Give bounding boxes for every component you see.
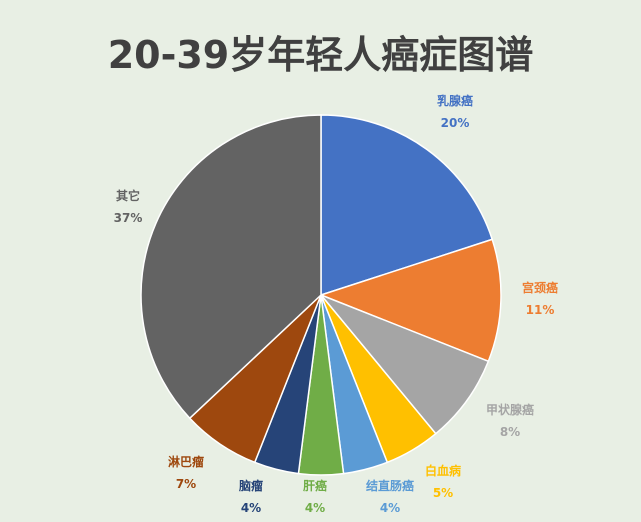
- slices: [140, 114, 502, 476]
- slice-label-value: 8%: [500, 425, 520, 439]
- slice-label-value: 11%: [526, 303, 555, 317]
- slice-label-value: 4%: [305, 501, 325, 515]
- slice-label-name: 肝癌: [303, 478, 327, 493]
- slice-label-name: 白血病: [425, 463, 461, 478]
- slice-label-name: 其它: [116, 188, 140, 203]
- slice-label-value: 4%: [380, 501, 400, 515]
- pie-slice: [140, 114, 322, 420]
- slice-label-name: 宫颈癌: [522, 280, 558, 295]
- slice-labels: 乳腺癌 20% 宫颈癌 11% 甲状腺癌 8% 白血病 5% 结直肠癌 4% 肝癌 4% 脑瘤 4% 淋巴瘤…: [114, 93, 558, 515]
- slice-label-name: 甲状腺癌: [486, 402, 534, 417]
- pie-slice: [318, 238, 502, 363]
- slice-label-name: 脑瘤: [238, 478, 263, 493]
- slice-label-value: 20%: [441, 116, 470, 130]
- slice-label-value: 37%: [114, 211, 143, 225]
- pie-slice: [320, 294, 490, 435]
- chart-title: 20-39岁年轻人癌症图谱: [107, 33, 534, 77]
- slice-label-name: 淋巴瘤: [168, 454, 204, 469]
- slice-label-value: 4%: [241, 501, 261, 515]
- slice-label-value: 5%: [433, 486, 453, 500]
- slice-label-name: 结直肠癌: [366, 478, 414, 493]
- slice-label-name: 乳腺癌: [437, 93, 473, 108]
- slice-label-value: 7%: [176, 477, 196, 491]
- pie-slice: [320, 114, 494, 297]
